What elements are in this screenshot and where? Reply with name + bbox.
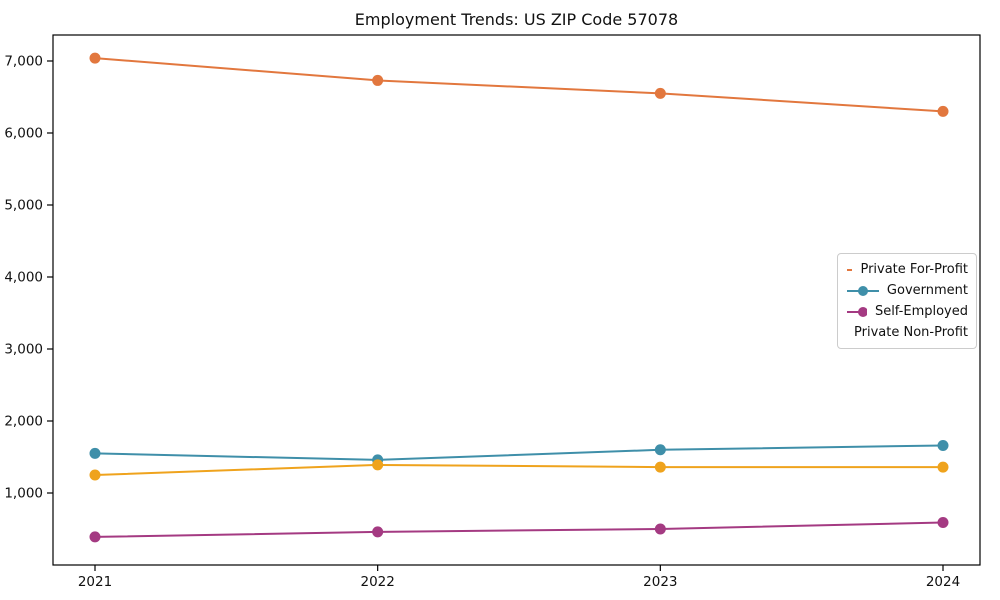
legend-swatch-icon xyxy=(847,285,879,296)
data-point-self-employed-2024 xyxy=(937,517,949,529)
legend-label: Private For-Profit xyxy=(860,262,968,277)
x-tick-label: 2021 xyxy=(78,574,112,590)
legend-label: Private Non-Profit xyxy=(854,325,968,340)
y-tick-label: 7,000 xyxy=(4,54,43,70)
data-point-government-2023 xyxy=(654,444,666,456)
y-tick-label: 1,000 xyxy=(4,486,43,502)
y-tick-label: 4,000 xyxy=(4,270,43,286)
data-point-self-employed-2021 xyxy=(89,531,101,543)
series-line-private-for-profit xyxy=(94,57,944,113)
data-point-private-non-profit-2021 xyxy=(89,469,101,481)
plot-area: 1,000 2,000 3,000 4,000 5,000 6,000 7,000 2021 2… xyxy=(4,34,981,590)
legend-label: Government xyxy=(886,283,968,298)
data-point-private-for-profit-2022 xyxy=(372,74,384,86)
data-point-private-for-profit-2024 xyxy=(937,105,949,117)
legend-item-self-employed: Self-Employed xyxy=(846,302,968,321)
plot-frame xyxy=(52,34,981,566)
legend-label: Self-Employed xyxy=(874,304,968,319)
legend: Private For-Profit Government Self-Employe… xyxy=(837,253,977,349)
data-point-private-non-profit-2024 xyxy=(937,461,949,473)
y-tick-label: 5,000 xyxy=(4,198,43,214)
legend-swatch-icon xyxy=(847,268,853,271)
x-tick-label: 2024 xyxy=(926,574,960,590)
series-line-self-employed xyxy=(94,521,944,538)
data-point-private-for-profit-2021 xyxy=(89,52,101,64)
series-line-private-non-profit xyxy=(94,463,943,476)
y-tick-label: 6,000 xyxy=(4,126,43,142)
legend-item-private-for-profit: Private For-Profit xyxy=(846,260,968,279)
legend-item-private-non-profit: Private Non-Profit xyxy=(846,323,968,342)
chart-title: Employment Trends: US ZIP Code 57078 xyxy=(354,10,679,29)
series-line-government xyxy=(94,444,944,461)
data-point-private-non-profit-2023 xyxy=(654,461,666,473)
legend-item-government: Government xyxy=(846,281,968,300)
y-tick-label: 2,000 xyxy=(4,414,43,430)
data-point-private-for-profit-2023 xyxy=(654,87,666,99)
data-point-self-employed-2022 xyxy=(372,526,384,538)
x-tick-label: 2023 xyxy=(643,574,677,590)
data-point-self-employed-2023 xyxy=(654,523,666,535)
legend-swatch-icon xyxy=(847,306,867,317)
data-point-government-2021 xyxy=(89,447,101,459)
x-tick-label: 2022 xyxy=(360,574,394,590)
data-point-government-2024 xyxy=(937,439,949,451)
data-point-private-non-profit-2022 xyxy=(372,459,384,471)
y-tick-label: 3,000 xyxy=(4,342,43,358)
